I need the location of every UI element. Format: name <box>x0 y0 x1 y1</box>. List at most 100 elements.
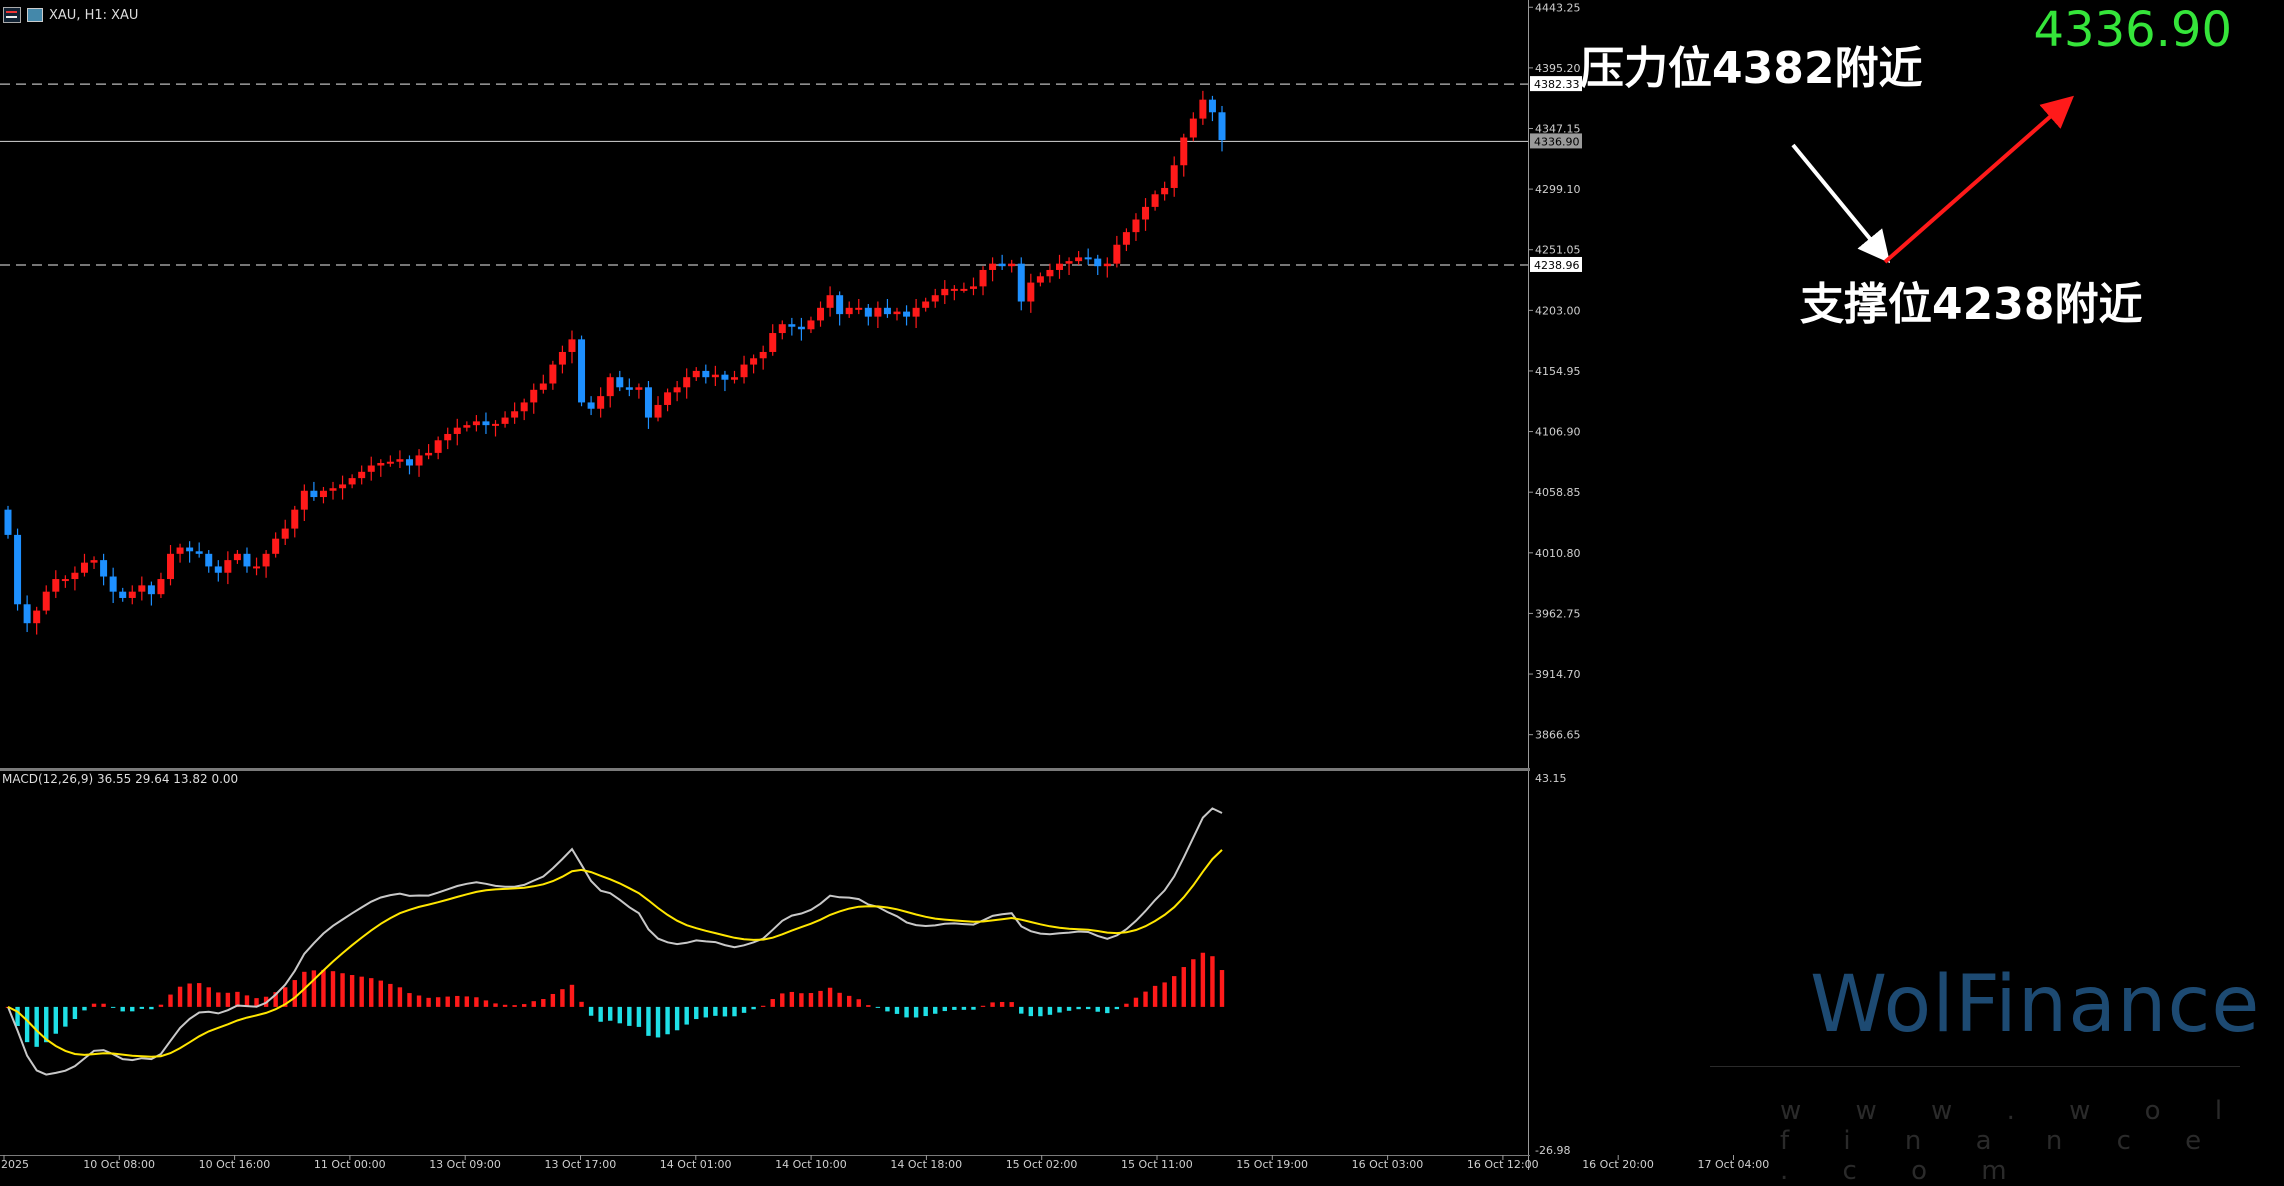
resistance-price-label-bg <box>1530 76 1582 92</box>
candle-body <box>291 509 299 529</box>
candle-body <box>740 364 748 378</box>
candle-body <box>558 351 566 365</box>
macd-histogram-bar <box>426 997 431 1007</box>
candle-body <box>1046 269 1054 277</box>
macd-histogram-bar <box>273 992 278 1007</box>
macd-histogram-bar <box>340 973 345 1007</box>
candle-body <box>358 471 366 479</box>
macd-histogram-bar <box>1219 970 1225 1007</box>
macd-histogram-bar <box>244 995 250 1007</box>
macd-histogram-bar <box>455 995 460 1007</box>
candle-body <box>1017 263 1025 302</box>
price-axis-border <box>1528 0 1529 1170</box>
macd-histogram-bar <box>646 1006 651 1036</box>
macd-histogram-bar <box>1143 991 1148 1007</box>
macd-histogram-bar <box>569 984 575 1007</box>
candle-body <box>1036 276 1044 283</box>
candle-body <box>138 585 146 592</box>
macd-histogram-bar <box>1085 1006 1091 1010</box>
candle-body <box>730 377 738 380</box>
macd-histogram-bar <box>483 1000 489 1007</box>
candle-body <box>903 311 911 317</box>
price-tick-label: 4154.95 <box>1535 365 1581 378</box>
time-tick-label: 10 Oct 08:00 <box>83 1158 155 1170</box>
candle-body <box>482 421 490 426</box>
macd-indicator-label: MACD(12,26,9) 36.55 29.64 13.82 0.00 <box>2 772 239 786</box>
candle-body <box>71 572 79 580</box>
macd-histogram-bar <box>359 976 364 1007</box>
macd-histogram-bar <box>464 996 470 1007</box>
macd-histogram-bar <box>235 991 240 1007</box>
candle-body <box>1122 232 1130 245</box>
price-tick-label: 4203.00 <box>1535 304 1581 317</box>
macd-histogram-bar <box>608 1006 613 1021</box>
candle-body <box>1065 261 1073 264</box>
candle-body <box>1218 112 1226 141</box>
candle-body <box>300 490 308 510</box>
candle-body <box>530 389 538 403</box>
candle-body <box>644 387 652 418</box>
panel-separator <box>0 768 1530 771</box>
macd-histogram-bar <box>933 1006 938 1014</box>
candle-body <box>272 538 280 554</box>
price-tick-label: 4443.25 <box>1535 1 1581 14</box>
macd-histogram-bar <box>311 970 317 1007</box>
candle-body <box>549 364 557 384</box>
macd-histogram-bar <box>866 1005 871 1007</box>
current-price-display: 4336.90 <box>2033 2 2233 58</box>
candle-body <box>635 387 643 390</box>
candle-body <box>1199 99 1207 119</box>
macd-histogram-bar <box>330 971 336 1007</box>
macd-histogram-bar <box>216 992 221 1007</box>
candle-body <box>195 551 203 554</box>
candle-body <box>1027 282 1035 302</box>
candle-body <box>233 553 241 561</box>
macd-histogram-bar <box>91 1003 97 1007</box>
time-tick-label: 16 Oct 12:00 <box>1467 1158 1539 1170</box>
price-tick-label: 4106.90 <box>1535 426 1581 439</box>
candle-body <box>1132 219 1140 233</box>
macd-histogram-bar <box>694 1006 699 1020</box>
macd-histogram-bar <box>512 1005 517 1007</box>
candle-body <box>281 528 289 539</box>
candle-body <box>14 534 22 605</box>
price-tick-label: 4251.05 <box>1535 244 1581 257</box>
current-price-label: 4336.90 <box>1534 135 1580 148</box>
candle-body <box>893 311 901 315</box>
candle-body <box>578 339 586 403</box>
chart-window-icon <box>3 7 21 23</box>
candle-body <box>262 553 270 567</box>
macd-histogram-bar <box>24 1006 30 1043</box>
macd-histogram-bar <box>397 987 403 1007</box>
macd-histogram-bar <box>1057 1006 1062 1013</box>
macd-histogram-bar <box>999 1001 1005 1007</box>
macd-histogram-bar <box>53 1006 58 1034</box>
macd-histogram-bar <box>445 996 450 1007</box>
candle-body <box>1103 263 1111 267</box>
macd-histogram-bar <box>15 1006 20 1027</box>
macd-histogram-bar <box>1210 956 1215 1007</box>
macd-histogram-bar <box>1191 959 1196 1007</box>
candle-body <box>1084 257 1092 260</box>
candle-body <box>874 307 882 317</box>
candle-body <box>405 459 413 466</box>
macd-histogram-bar <box>44 1006 49 1043</box>
macd-histogram-bar <box>1162 982 1167 1007</box>
candle-body <box>205 553 213 567</box>
macd-histogram-bar <box>225 992 231 1007</box>
candle-body <box>922 301 930 308</box>
macd-histogram-bar <box>196 983 202 1007</box>
candle-body <box>1151 194 1159 207</box>
macd-tick-label: -26.98 <box>1535 1144 1570 1157</box>
candle-body <box>348 478 356 485</box>
candle-body <box>969 286 977 289</box>
candle-body <box>167 553 175 580</box>
candle-body <box>769 333 777 352</box>
candle-body <box>931 295 939 302</box>
macd-histogram-bar <box>474 997 479 1007</box>
macd-histogram-bar <box>598 1006 603 1022</box>
macd-histogram-bar <box>913 1006 919 1018</box>
candle-body <box>176 547 184 554</box>
candle-body <box>625 387 633 390</box>
